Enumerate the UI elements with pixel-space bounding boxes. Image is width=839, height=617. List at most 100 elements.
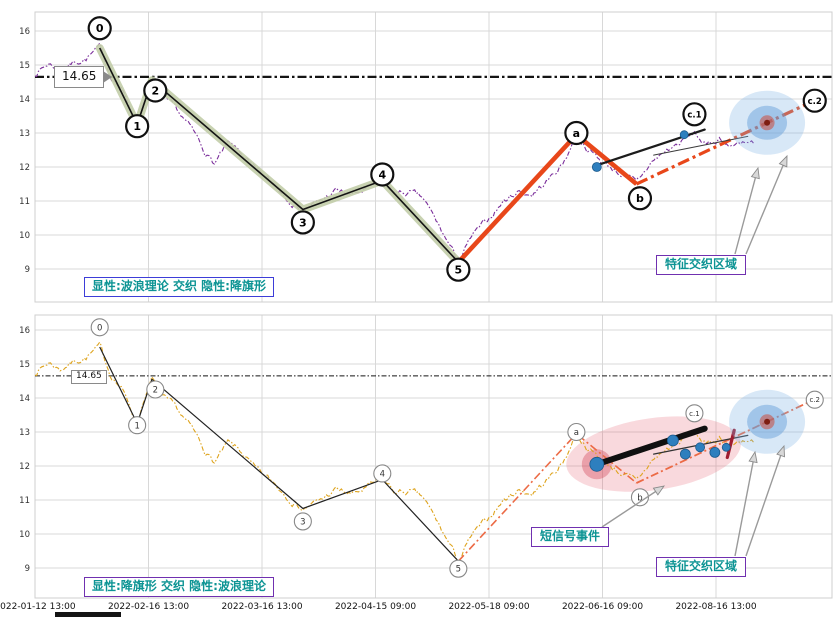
annotation-arrow-line [734,177,757,255]
signal-dot [679,448,691,460]
target-marker-ring [764,119,771,126]
wave-label-text: b [637,493,642,503]
badge-short-signal-event: 短信号事件 [531,527,610,547]
annotation-arrow-line [734,461,754,557]
elliott-wave-line [99,346,459,562]
threshold-label-top: 14.65 [54,66,113,88]
y-axis-tick-label: 11 [19,197,30,207]
wave-label-circle [682,102,707,127]
wave-label-text: 1 [134,421,139,431]
wave-label-text: c.2 [809,396,820,404]
signal-dot [666,434,679,447]
y-axis-tick-label: 14 [19,394,30,404]
annotation-arrow-head [750,166,760,180]
annotation-arrow-line [745,164,784,255]
abc-line-dashed [636,402,808,484]
wave-label-text: a [573,127,580,140]
wave-label-text: c.2 [808,97,822,107]
wave-label-circle [90,318,109,337]
y-axis-tick-label: 11 [19,496,30,506]
x-axis-tick-label: 2022-08-16 13:00 [675,602,756,612]
y-axis-tick-label: 15 [19,61,30,71]
signal-dot [591,162,602,172]
abc-line-solid [457,432,638,562]
wave-label-circle [446,257,471,282]
wave-label-text: 1 [133,120,141,133]
y-axis-tick-label: 9 [25,564,30,574]
panel-border [34,314,833,599]
wave-label-text: c.1 [687,110,701,120]
wave-label-circle [370,162,395,187]
threshold-value-bottom: 14.65 [76,371,102,381]
wave-label-circle [564,120,589,146]
wave-label-text: c.1 [689,410,700,418]
wave-label-circle [685,404,704,423]
x-axis-tick-label: 2022-06-16 09:00 [562,602,643,612]
wave-label-circle [146,380,165,399]
y-axis-tick-label: 10 [19,530,30,540]
abc-line-solid [456,132,638,264]
wave-label-text: 5 [456,565,461,575]
abc-line-dashed [635,102,808,186]
signal-dot [589,456,605,472]
wave-label-circle [125,114,150,139]
wave-label-circle [567,422,586,442]
annotation-arrow-line [745,455,782,557]
wave-label-text: 4 [378,168,386,181]
caption-bottom-explicit-flag: 显性:降旗形 交织 隐性:波浪理论 [84,577,274,597]
bottom-left-dark-strip [55,612,121,617]
y-axis-tick-label: 14 [19,95,30,105]
signal-dot [679,130,689,140]
signal-dot [695,442,706,453]
wave-label-circle [87,16,112,41]
y-axis-tick-label: 13 [19,129,30,139]
annotation-arrow-line [601,490,657,528]
wave-label-text: b [636,192,644,205]
wave-label-circle [630,488,650,507]
elliott-wave-line [98,47,459,263]
y-axis-tick-label: 13 [19,428,30,438]
wave-label-circle [143,78,168,103]
wave-label-circle [805,390,824,409]
y-axis-tick-label: 12 [19,462,30,472]
x-axis-tick-label: 2022-03-16 13:00 [221,602,302,612]
wave-label-text: 5 [455,264,463,277]
annotation-arrows [601,154,788,557]
threshold-value-top: 14.65 [62,69,97,83]
badge-feature-weave-zone-top: 特征交织区域 [656,255,747,275]
wave-label-text: 3 [299,216,307,229]
x-axis-tick-label: 2022-02-16 13:00 [108,602,189,612]
threshold-pointer-icon [103,70,113,83]
y-axis-tick-label: 12 [19,163,30,173]
wave-label-circle [802,88,827,113]
badge-feature-weave-zone-bottom: 特征交织区域 [656,557,747,577]
y-axis-tick-label: 16 [19,27,30,37]
y-axis-tick-label: 9 [25,265,30,275]
caption-top-explicit-elliott: 显性:波浪理论 交织 隐性:降旗形 [84,277,274,297]
target-marker-ring [764,418,771,425]
wave-label-text: 2 [151,84,159,97]
wave-label-text: 4 [380,470,385,480]
wave-label-circle [128,416,147,435]
wave-label-circle [627,186,653,211]
wave-label-circle [449,559,468,578]
wave-label-text: a [574,428,579,438]
x-axis-tick-label: 2022-04-15 09:00 [335,602,416,612]
wave-label-text: 0 [97,323,102,333]
x-axis-tick-label: 2022-05-18 09:00 [448,602,529,612]
wave-label-circle [293,512,312,531]
annotation-arrow-head [778,154,788,168]
annotation-arrow-head [776,444,785,458]
y-axis-tick-label: 16 [19,326,30,336]
y-axis-tick-label: 15 [19,360,30,370]
wave-label-circle [290,210,315,235]
wave-label-circle [373,464,392,483]
annotation-arrow-head [652,485,666,496]
wave-label-text: 2 [153,386,158,396]
signal-dot [709,446,721,458]
flag-trendline [653,135,749,156]
